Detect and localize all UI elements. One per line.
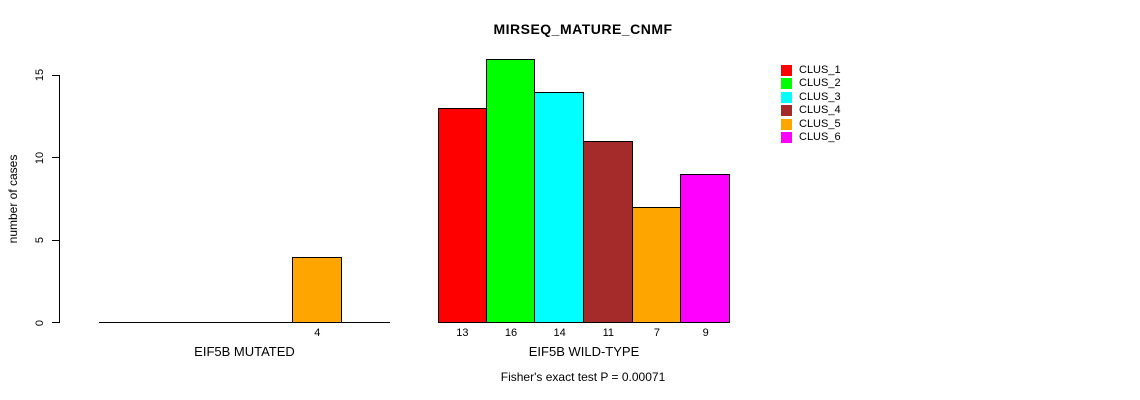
group-label: EIF5B MUTATED	[194, 344, 295, 359]
legend-label: CLUS_6	[799, 130, 841, 143]
bar-clus_5	[292, 257, 342, 323]
y-axis-line	[59, 75, 60, 323]
legend-item: CLUS_4	[781, 104, 841, 117]
legend-swatch	[781, 118, 792, 130]
bar-value-label: 14	[553, 327, 566, 339]
legend-swatch	[781, 78, 792, 90]
bar-value-label: 9	[702, 327, 709, 339]
legend-swatch	[781, 131, 792, 143]
legend-label: CLUS_5	[799, 117, 841, 130]
legend-item: CLUS_1	[781, 65, 841, 76]
legend-label: CLUS_3	[799, 90, 841, 103]
bar-clus_3	[534, 92, 584, 323]
y-tick-label: 0	[34, 319, 46, 326]
bar-clus_4	[583, 141, 633, 323]
y-tick	[52, 322, 59, 323]
legend-item: CLUS_2	[781, 77, 841, 90]
y-axis-label: number of cases	[6, 154, 20, 244]
y-tick-label: 15	[34, 68, 46, 82]
fisher-test-annotation: Fisher's exact test P = 0.00071	[500, 370, 666, 384]
y-tick	[52, 239, 59, 241]
bar-clus_5	[631, 207, 682, 323]
legend-label: CLUS_4	[799, 104, 841, 117]
group-label: EIF5B WILD-TYPE	[528, 344, 640, 359]
legend-label: CLUS_2	[799, 77, 841, 90]
y-tick	[52, 157, 59, 158]
bar-clus_1	[438, 108, 487, 323]
bar-value-label: 16	[504, 327, 518, 339]
bar-value-label: 4	[314, 327, 321, 339]
legend-item: CLUS_6	[781, 130, 841, 143]
bar-value-label: 13	[456, 327, 469, 339]
legend-label: CLUS_1	[799, 64, 841, 76]
legend-swatch	[781, 65, 792, 76]
y-tick	[52, 74, 59, 76]
x-axis-baseline	[99, 322, 390, 323]
bar-clus_6	[680, 174, 730, 323]
legend-swatch	[781, 105, 792, 117]
legend-item: CLUS_3	[781, 90, 841, 103]
legend-item: CLUS_5	[781, 117, 841, 130]
bar-value-label: 11	[602, 327, 615, 339]
y-tick-label: 10	[34, 151, 46, 164]
y-tick-label: 5	[34, 236, 46, 244]
bar-clus_2	[485, 59, 536, 323]
bar-value-label: 7	[653, 327, 661, 339]
chart-title: MIRSEQ_MATURE_CNMF	[493, 21, 673, 37]
legend-swatch	[781, 91, 792, 103]
legend: CLUS_1 CLUS_2 CLUS_3 CLUS_4 CLUS_5 CLUS_6	[781, 65, 841, 143]
